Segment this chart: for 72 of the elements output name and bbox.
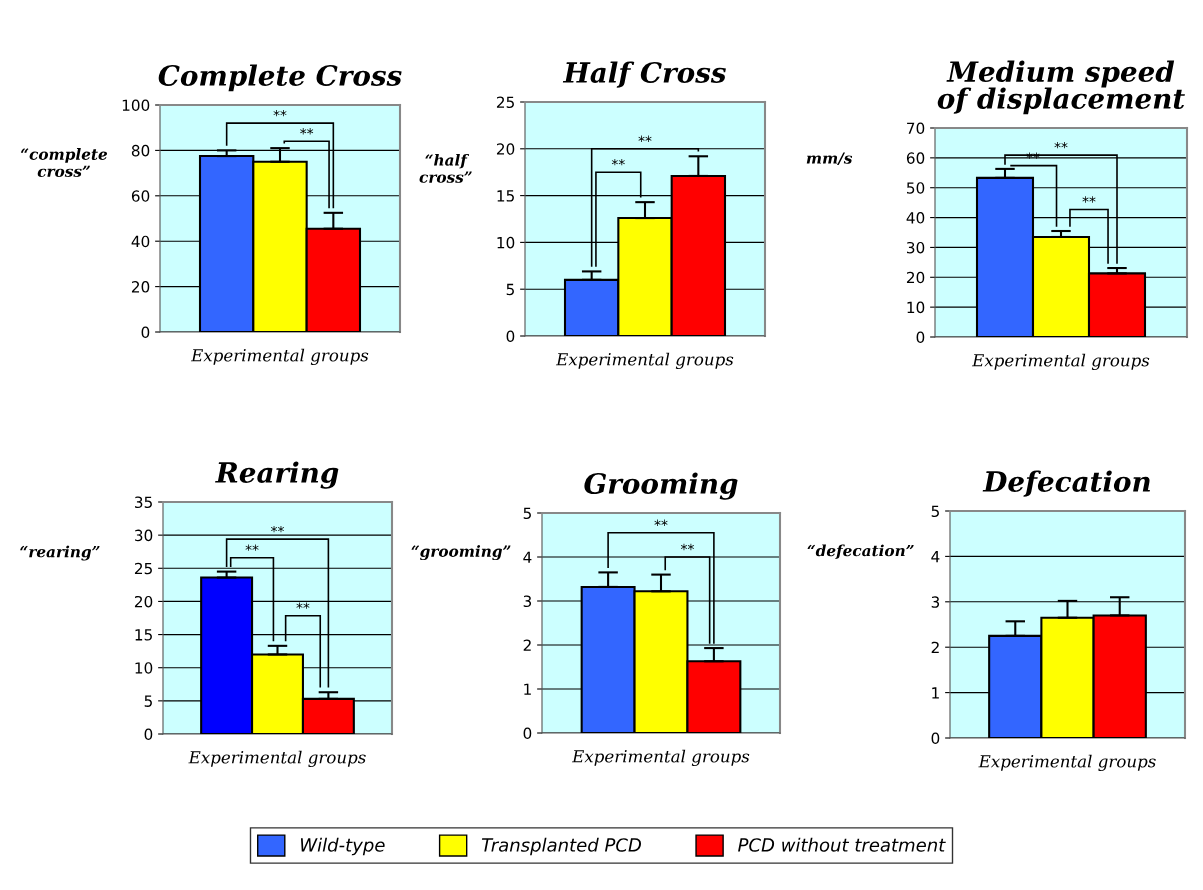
y-tick-label: 0 [523,727,532,740]
y-tick-label: 100 [122,99,150,112]
y-tick-label: 4 [931,551,940,563]
y-tick-label: 20 [131,281,150,293]
annotation: ** [245,544,259,551]
y-tick-label: 0 [141,326,150,339]
y-tick-label: 60 [906,152,925,164]
chart-title: Half Cross [562,61,726,88]
annotation: ** [296,602,310,609]
annotation: ** [611,159,625,166]
y-tick-label: 25 [496,96,514,109]
chart-title: Medium speed of displacement [937,60,1185,115]
y-tick-label: 0 [144,728,153,741]
y-tick-label: 15 [497,190,514,202]
y-tick-label: 0 [931,732,940,745]
y-tick-label: 25 [134,562,152,575]
y-tick-label: 30 [135,529,153,542]
x-axis-title: Experimental groups [978,754,1156,772]
y-tick-label: 10 [135,662,153,674]
chart-title: Rearing [215,461,339,489]
y-axis-title: mm/s [806,152,853,165]
x-axis-title: Experimental groups [555,352,734,370]
y-tick-label: 5 [931,505,939,518]
legend-label: PCD without treatment [738,837,946,852]
legend-label: Wild-type [300,837,385,856]
y-tick-label: 10 [907,301,925,314]
annotation: ** [273,109,287,117]
y-tick-label: 70 [907,122,925,135]
y-tick-label: 50 [907,182,925,194]
y-tick-label: 40 [906,212,925,224]
y-axis-title: “complete cross” [20,148,108,178]
y-tick-label: 0 [506,330,515,343]
x-axis-title: Experimental groups [971,353,1150,371]
y-tick-label: 3 [523,595,532,608]
y-tick-label: 35 [135,496,152,509]
y-tick-label: 15 [135,629,152,641]
chart-title: Complete Cross [158,64,402,92]
y-tick-label: 2 [931,641,939,653]
y-tick-label: 5 [523,507,531,520]
legend-label: Transplanted PCD [481,837,642,856]
y-tick-label: 5 [144,695,152,707]
y-tick-label: 3 [931,596,940,608]
y-tick-label: 10 [497,236,515,249]
annotation: ** [1054,141,1068,149]
y-tick-label: 0 [916,331,925,344]
y-axis-title: “rearing” [20,545,100,561]
chart-title: Grooming [584,472,738,500]
y-axis-title: “half cross” [419,153,472,183]
y-tick-label: 40 [131,235,150,248]
annotation: ** [654,519,668,526]
annotation: ** [680,543,694,551]
y-axis-title: “defecation” [807,544,914,559]
y-tick-label: 1 [524,683,531,695]
y-axis-title: “grooming” [411,545,511,561]
y-tick-label: 20 [906,271,925,284]
y-tick-label: 60 [131,190,150,202]
x-axis-title: Experimental groups [571,749,750,767]
chart-title: Defecation [982,470,1150,497]
y-tick-label: 20 [134,595,153,608]
annotation: ** [270,525,285,533]
y-tick-label: 30 [907,241,925,254]
annotation: ** [300,128,314,135]
annotation: ** [1082,196,1096,203]
y-tick-label: 1 [932,687,939,699]
y-tick-label: 80 [131,144,150,157]
annotation: ** [638,135,652,142]
y-tick-label: 20 [496,143,515,155]
x-axis-title: Experimental groups [190,348,369,366]
y-tick-label: 2 [523,639,531,651]
y-tick-label: 5 [506,283,514,296]
x-axis-title: Experimental groups [188,750,366,768]
y-tick-label: 4 [523,551,532,563]
